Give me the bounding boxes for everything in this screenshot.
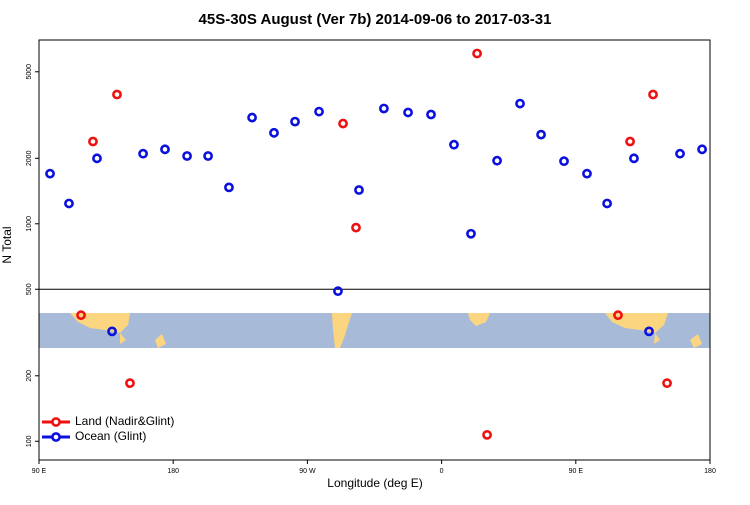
data-point xyxy=(333,286,343,297)
data-point xyxy=(403,107,413,118)
x-tick-label: 0 xyxy=(440,468,444,475)
y-tick-label: 200 xyxy=(26,370,33,382)
data-point xyxy=(338,118,348,129)
data-point xyxy=(559,156,569,167)
data-point xyxy=(613,310,623,321)
legend-label: Ocean (Glint) xyxy=(75,429,146,443)
data-point xyxy=(314,106,324,117)
data-point xyxy=(224,182,234,193)
data-point xyxy=(472,48,482,59)
data-point xyxy=(182,151,192,161)
legend-marker xyxy=(51,417,61,427)
data-point xyxy=(138,148,148,159)
x-tick-label: 90 E xyxy=(569,468,584,475)
data-point xyxy=(697,144,707,155)
legend-marker xyxy=(51,432,61,442)
data-point xyxy=(76,310,86,321)
y-tick-label: 100 xyxy=(26,435,33,447)
y-tick-label: 5000 xyxy=(26,64,33,80)
data-point xyxy=(449,139,459,150)
legend-label: Land (Nadir&Glint) xyxy=(75,414,174,428)
data-point xyxy=(515,98,525,109)
land-shape xyxy=(468,313,490,326)
data-point xyxy=(107,326,117,337)
data-point xyxy=(92,153,102,164)
data-point xyxy=(45,168,55,179)
data-point xyxy=(602,198,613,209)
data-point xyxy=(112,89,122,100)
data-point xyxy=(536,129,546,140)
x-tick-label: 90 W xyxy=(299,468,316,475)
data-point xyxy=(125,378,135,389)
data-point xyxy=(160,144,170,155)
x-tick-label: 180 xyxy=(167,468,179,475)
plot-frame xyxy=(38,39,711,461)
data-point xyxy=(648,89,658,100)
land-shape xyxy=(70,313,166,348)
chart-title: 45S-30S August (Ver 7b) 2014-09-06 to 20… xyxy=(199,11,552,28)
data-point xyxy=(629,153,639,164)
ocean-band xyxy=(39,313,710,348)
data-point xyxy=(269,127,279,138)
y-axis-label: N Total xyxy=(0,226,14,263)
data-point xyxy=(426,109,436,120)
data-point xyxy=(625,136,635,147)
data-point xyxy=(675,148,685,159)
data-point xyxy=(290,116,300,127)
data-point xyxy=(88,136,98,147)
data-point xyxy=(644,326,654,337)
data-point xyxy=(492,155,502,166)
data-point xyxy=(64,198,74,209)
y-tick-label: 2000 xyxy=(26,150,33,166)
data-point xyxy=(247,112,257,123)
data-point xyxy=(354,185,364,195)
x-axis-label: Longitude (deg E) xyxy=(327,476,422,490)
y-tick-label: 1000 xyxy=(26,216,33,232)
map-band xyxy=(39,313,710,348)
data-point xyxy=(466,228,476,239)
y-tick-label: 500 xyxy=(26,283,33,295)
data-point xyxy=(351,222,361,233)
data-point xyxy=(662,378,672,389)
data-point xyxy=(482,429,492,440)
land-shape xyxy=(332,313,352,348)
x-tick-label: 90 E xyxy=(32,468,47,475)
data-point xyxy=(378,103,389,114)
x-tick-label: 180 xyxy=(704,468,716,475)
data-point xyxy=(582,168,592,179)
data-point xyxy=(203,151,213,161)
